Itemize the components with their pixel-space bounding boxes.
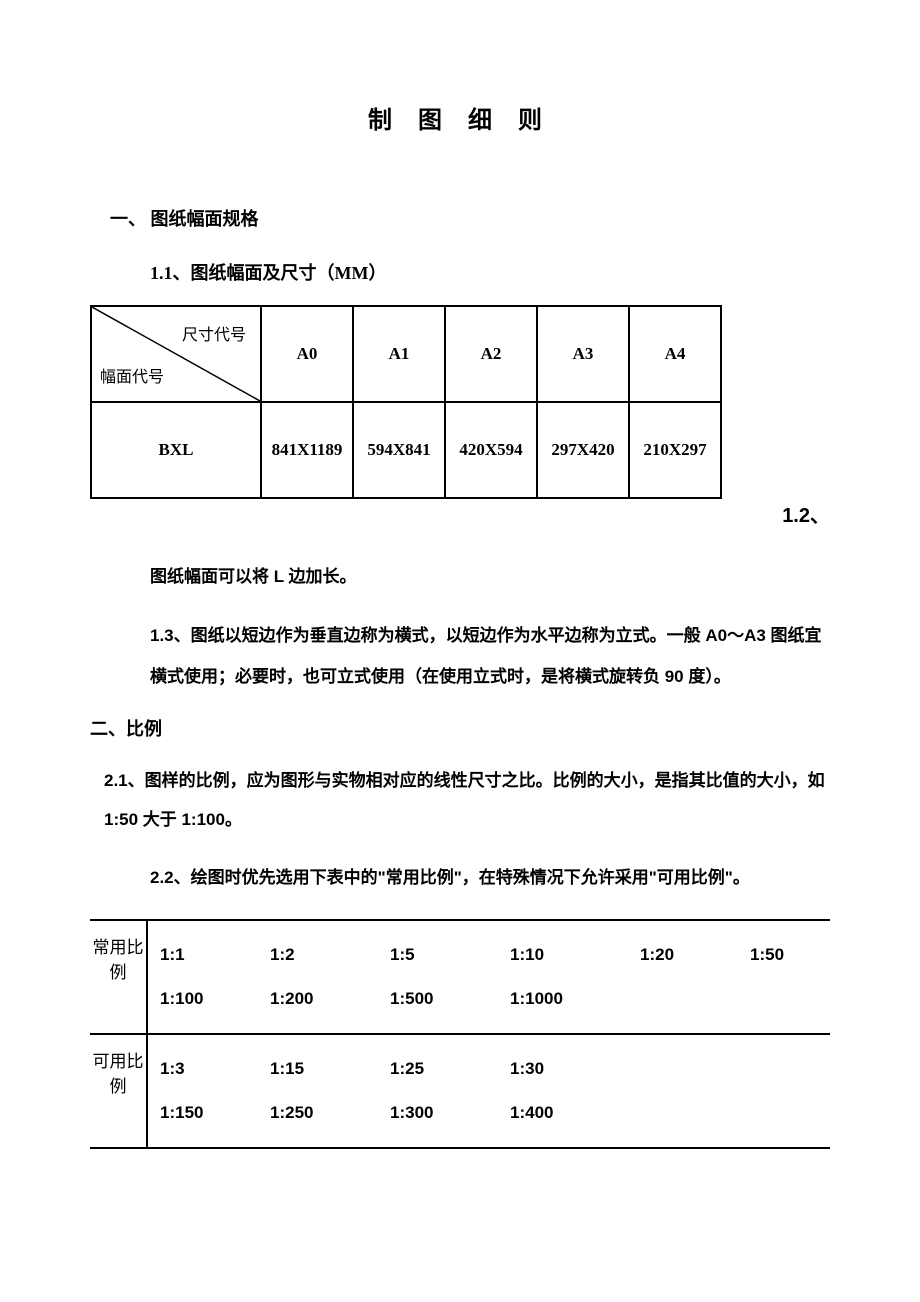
after-table-row: 1.2、 xyxy=(90,499,830,527)
cell-a1: 594X841 xyxy=(353,402,445,498)
ratio-value: 1:1000 xyxy=(510,977,640,1021)
ratio-value: 1:5 xyxy=(390,933,510,977)
usable-ratio-row: 可用比例 1:3 1:15 1:25 1:30 1:150 1:250 1:30… xyxy=(90,1034,830,1148)
paper-size-table-wrap: 尺寸代号 幅面代号 A0 A1 A2 A3 A4 BXL 841X1189 59… xyxy=(90,305,830,499)
note-1-2-prefix: 1.2、 xyxy=(782,499,830,528)
ratio-line: 1:150 1:250 1:300 1:400 xyxy=(160,1091,830,1135)
section-1-heading: 一、 图纸幅面规格 xyxy=(110,205,830,231)
header-a4: A4 xyxy=(629,306,721,402)
common-ratio-row: 常用比例 1:1 1:2 1:5 1:10 1:20 1:50 1:100 1:… xyxy=(90,920,830,1034)
diagonal-header-cell: 尺寸代号 幅面代号 xyxy=(91,306,261,402)
cell-a2: 420X594 xyxy=(445,402,537,498)
header-a2: A2 xyxy=(445,306,537,402)
ratio-value: 1:50 xyxy=(750,933,830,977)
usable-ratio-values: 1:3 1:15 1:25 1:30 1:150 1:250 1:300 1:4… xyxy=(147,1034,830,1148)
ratio-value: 1:20 xyxy=(640,933,750,977)
ratio-line: 1:1 1:2 1:5 1:10 1:20 1:50 xyxy=(160,933,830,977)
ratio-value: 1:1 xyxy=(160,933,270,977)
header-a0: A0 xyxy=(261,306,353,402)
diag-top-label: 尺寸代号 xyxy=(182,321,246,345)
ratio-line: 1:100 1:200 1:500 1:1000 xyxy=(160,977,830,1021)
ratio-value: 1:10 xyxy=(510,933,640,977)
common-ratio-label: 常用比例 xyxy=(90,920,147,1034)
table-data-row: BXL 841X1189 594X841 420X594 297X420 210… xyxy=(91,402,721,498)
ratio-value xyxy=(640,1091,750,1135)
cell-a0: 841X1189 xyxy=(261,402,353,498)
common-ratio-values: 1:1 1:2 1:5 1:10 1:20 1:50 1:100 1:200 1… xyxy=(147,920,830,1034)
para-2-2: 2.2、绘图时优先选用下表中的"常用比例"，在特殊情况下允许采用"可用比例"。 xyxy=(150,858,830,897)
header-a1: A1 xyxy=(353,306,445,402)
ratio-value: 1:500 xyxy=(390,977,510,1021)
para-2-1: 2.1、图样的比例，应为图形与实物相对应的线性尺寸之比。比例的大小，是指其比值的… xyxy=(104,761,830,839)
cell-a3: 297X420 xyxy=(537,402,629,498)
table-header-row: 尺寸代号 幅面代号 A0 A1 A2 A3 A4 xyxy=(91,306,721,402)
section-2-heading: 二、比例 xyxy=(90,715,830,741)
ratio-value xyxy=(750,977,830,1021)
ratio-value: 1:3 xyxy=(160,1047,270,1091)
ratio-value: 1:100 xyxy=(160,977,270,1021)
scale-ratio-table: 常用比例 1:1 1:2 1:5 1:10 1:20 1:50 1:100 1:… xyxy=(90,919,830,1150)
para-1-3: 1.3、图纸以短边作为垂直边称为横式，以短边作为水平边称为立式。一般 A0～A3… xyxy=(150,616,830,698)
ratio-value xyxy=(640,977,750,1021)
ratio-value: 1:400 xyxy=(510,1091,640,1135)
cell-a4: 210X297 xyxy=(629,402,721,498)
ratio-value: 1:2 xyxy=(270,933,390,977)
ratio-value: 1:15 xyxy=(270,1047,390,1091)
ratio-value xyxy=(750,1091,830,1135)
paper-size-table: 尺寸代号 幅面代号 A0 A1 A2 A3 A4 BXL 841X1189 59… xyxy=(90,305,722,499)
row-label-bxl: BXL xyxy=(91,402,261,498)
ratio-line: 1:3 1:15 1:25 1:30 xyxy=(160,1047,830,1091)
diag-bottom-label: 幅面代号 xyxy=(100,363,164,387)
ratio-value: 1:250 xyxy=(270,1091,390,1135)
usable-ratio-label: 可用比例 xyxy=(90,1034,147,1148)
para-2-1-text: 2.1、图样的比例，应为图形与实物相对应的线性尺寸之比。比例的大小，是指其比值的… xyxy=(104,771,825,829)
ratio-value: 1:30 xyxy=(510,1047,640,1091)
para-1-2: 图纸幅面可以将 L 边加长。 xyxy=(150,557,830,598)
ratio-value xyxy=(640,1047,750,1091)
header-a3: A3 xyxy=(537,306,629,402)
ratio-value: 1:200 xyxy=(270,977,390,1021)
ratio-value: 1:150 xyxy=(160,1091,270,1135)
subsection-1-1: 1.1、图纸幅面及尺寸（MM） xyxy=(150,259,830,285)
para-2-2-text: 2.2、绘图时优先选用下表中的"常用比例"，在特殊情况下允许采用"可用比例"。 xyxy=(150,868,750,887)
ratio-value xyxy=(750,1047,830,1091)
page-title: 制 图 细 则 xyxy=(90,100,830,135)
ratio-value: 1:25 xyxy=(390,1047,510,1091)
ratio-value: 1:300 xyxy=(390,1091,510,1135)
